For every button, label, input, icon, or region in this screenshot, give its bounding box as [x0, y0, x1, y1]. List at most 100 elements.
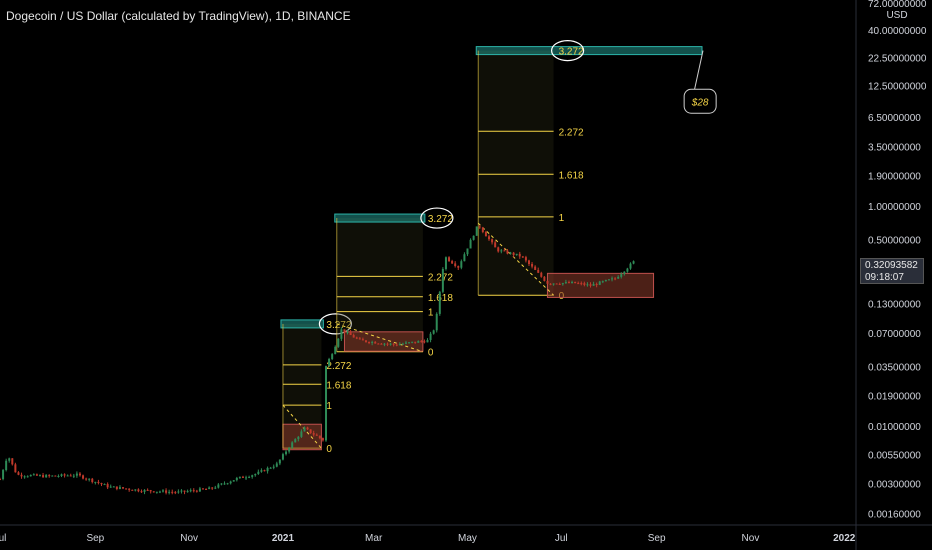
candle-body — [143, 489, 146, 492]
fib-3-trend-line — [477, 222, 554, 296]
candle-body — [500, 250, 503, 252]
fib-2-consolidation-box — [343, 331, 424, 352]
candle-body — [337, 338, 340, 347]
candle-body — [214, 487, 217, 489]
candle-body — [543, 276, 546, 281]
candle-body — [583, 283, 586, 285]
candle-body — [205, 489, 208, 491]
fib-2-level-label: 0 — [428, 348, 434, 359]
candle-body — [564, 282, 567, 284]
price-tick-label: 0.50000000 — [868, 235, 921, 246]
candle-body — [35, 474, 38, 476]
fib-1-circle-highlight — [318, 313, 352, 335]
candle-body — [561, 283, 564, 285]
candle-body — [374, 341, 377, 344]
candle-body — [524, 257, 527, 261]
candle-body — [140, 491, 143, 493]
candle-body — [165, 490, 168, 493]
candle-body — [331, 354, 334, 360]
candle-body — [288, 447, 291, 452]
candle-body — [285, 451, 288, 455]
candle-body — [389, 343, 392, 345]
candle-body — [85, 478, 88, 480]
candle-body — [432, 330, 435, 334]
candle-body — [595, 284, 598, 286]
candle-body — [72, 475, 75, 477]
candle-body — [454, 263, 457, 267]
candle-body — [364, 340, 367, 342]
candle-body — [318, 435, 321, 439]
candle-body — [245, 477, 248, 479]
candle-body — [275, 463, 278, 467]
fib-1-consolidation-box — [282, 423, 322, 451]
candle-body — [294, 439, 297, 443]
price-tick-label: 6.50000000 — [868, 113, 921, 124]
candle-body — [426, 339, 429, 343]
candle-body — [451, 261, 454, 264]
fib-3-target-band — [475, 46, 703, 56]
candle-body — [183, 490, 186, 492]
candle-body — [82, 475, 85, 479]
candle-body — [17, 472, 20, 475]
candle-body — [527, 260, 530, 265]
candle-body — [103, 484, 106, 486]
current-price-value: 0.32093582 — [865, 260, 918, 271]
fib-3-consolidation-box — [546, 272, 655, 298]
candle-body — [266, 467, 269, 472]
candle-body — [248, 476, 251, 478]
candle-body — [469, 239, 472, 249]
candle-body — [134, 489, 137, 491]
candle-body — [195, 490, 198, 492]
candle-body — [112, 486, 115, 488]
candle-body — [349, 332, 352, 336]
fib-1-level-label: 3.272 — [326, 320, 351, 331]
candle-body — [586, 284, 589, 286]
candle-body — [537, 269, 540, 273]
candle-body — [180, 490, 183, 492]
candle-body — [106, 484, 109, 488]
candle-body — [395, 344, 398, 346]
candle-body — [321, 438, 324, 441]
candle-body — [235, 477, 238, 481]
candle-body — [484, 232, 487, 237]
price-tick-label: 1.90000000 — [868, 172, 921, 183]
candle-body — [32, 474, 35, 476]
candle-body — [186, 491, 189, 493]
candle-body — [392, 343, 395, 345]
candle-body — [328, 359, 331, 367]
candle-body — [171, 491, 174, 493]
candle-body — [620, 274, 623, 277]
candle-body — [598, 281, 601, 285]
candle-body — [358, 338, 361, 340]
candle-body — [109, 486, 112, 488]
price-tick-label: 1.00000000 — [868, 202, 921, 213]
candle-body — [260, 470, 263, 472]
candle-body — [269, 467, 272, 469]
time-tick-label: 2022 — [833, 533, 856, 544]
price-tick-label: 0.00160000 — [868, 510, 921, 521]
candle-body — [552, 283, 555, 285]
candle-body — [312, 433, 315, 435]
candle-body — [201, 488, 204, 490]
candle-body — [48, 475, 51, 477]
candle-body — [63, 474, 66, 476]
candle-body — [435, 313, 438, 331]
candle-body — [448, 257, 451, 262]
candle-body — [263, 470, 266, 472]
candle-body — [177, 491, 180, 493]
candle-body — [168, 491, 171, 493]
candle-body — [441, 269, 444, 292]
candle-body — [238, 476, 241, 478]
candle-body — [5, 460, 8, 471]
candle-body — [78, 473, 81, 476]
candle-body — [380, 343, 383, 345]
candle-body — [241, 476, 244, 478]
candle-body — [361, 339, 364, 341]
candle-body — [478, 226, 481, 228]
candle-body — [540, 272, 543, 277]
candle-body — [491, 239, 494, 243]
candle-body — [411, 341, 414, 343]
candle-body — [521, 256, 524, 258]
candle-body — [100, 483, 103, 485]
